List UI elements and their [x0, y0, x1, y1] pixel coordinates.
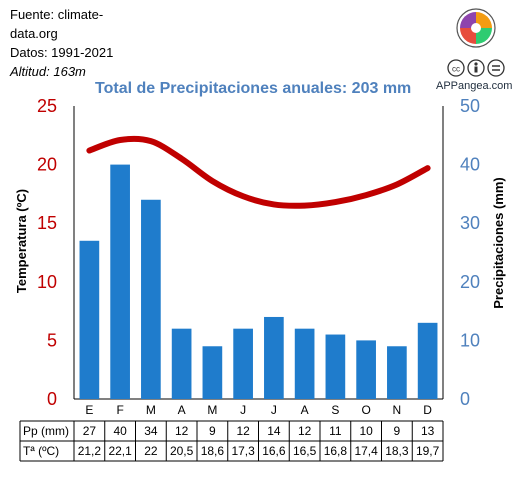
data-table: Pp (mm) 27 40 34 12 9 12 14 12 11 10 9 13 Tª (ºC) 21,2…: [19, 420, 444, 462]
precipitation-bar: [294, 328, 315, 399]
table-cell: 16,5: [293, 444, 317, 458]
month-label: F: [116, 403, 123, 417]
table-cell: 9: [209, 424, 216, 438]
precipitation-bar: [387, 346, 407, 399]
axes: [73, 106, 444, 400]
source-block: Fuente: climate- data.org Datos: 1991-20…: [10, 5, 113, 81]
table-row-label: Tª (ºC): [23, 444, 59, 458]
left-tick-label: 0: [47, 389, 57, 409]
table-cell: 14: [267, 424, 281, 438]
table-cell: 18,3: [385, 444, 409, 458]
altitude: Altitud: 163m: [10, 64, 86, 79]
source-line-2: data.org: [10, 26, 58, 41]
right-tick-label: 50: [460, 96, 480, 116]
month-label: E: [85, 403, 93, 417]
left-tick-label: 10: [37, 272, 57, 292]
month-label: J: [240, 403, 246, 417]
precipitation-bar: [264, 316, 284, 399]
table-cell: 13: [421, 424, 435, 438]
table-cell: 16,8: [324, 444, 348, 458]
data-period: Datos: 1991-2021: [10, 45, 114, 60]
table-cell: 22: [144, 444, 158, 458]
table-cell: 21,2: [78, 444, 102, 458]
precipitation-bar: [417, 322, 438, 399]
temperature-line: [86, 135, 431, 209]
table-cell: 34: [144, 424, 158, 438]
table-cell: 22,1: [108, 444, 132, 458]
month-label: A: [301, 403, 309, 417]
table-cell: 17,3: [231, 444, 255, 458]
creative-commons-icon: cc: [447, 59, 505, 77]
source-line-1: Fuente: climate-: [10, 7, 104, 22]
month-label: N: [393, 403, 402, 417]
month-label: J: [271, 403, 277, 417]
chart-title: Total de Precipitaciones anuales: 203 mm: [95, 80, 412, 97]
table-cell: 27: [83, 424, 97, 438]
y-axis-right-label: Precipitaciones (mm): [491, 177, 506, 309]
left-tick-label: 5: [47, 330, 57, 350]
right-axis-ticks: 0 10 20 30 40 50: [460, 96, 480, 409]
right-tick-label: 30: [460, 213, 480, 233]
table-cell: 10: [359, 424, 373, 438]
appangea-logo-icon: [456, 8, 496, 48]
precipitation-bar: [202, 346, 223, 399]
month-label: A: [178, 403, 186, 417]
right-tick-label: 40: [460, 155, 480, 175]
month-label: O: [361, 403, 370, 417]
brand-label: APPangea.com: [436, 80, 513, 92]
precipitation-bar: [79, 240, 100, 399]
svg-text:cc: cc: [452, 65, 460, 74]
precipitation-bar: [171, 328, 192, 399]
left-tick-label: 25: [37, 96, 57, 116]
table-cell: 20,5: [170, 444, 194, 458]
precipitation-bar: [141, 199, 161, 399]
precipitation-bar: [233, 328, 253, 399]
month-label: S: [331, 403, 339, 417]
right-tick-label: 20: [460, 272, 480, 292]
right-tick-label: 10: [460, 330, 480, 350]
table-cell: 40: [113, 424, 127, 438]
precipitation-bar: [110, 164, 130, 399]
table-cell: 18,6: [201, 444, 225, 458]
precipitation-bars: [79, 164, 438, 399]
table-cell: 11: [329, 424, 342, 438]
precipitation-bar: [356, 340, 376, 399]
table-cell: 9: [394, 424, 401, 438]
table-cell: 12: [175, 424, 189, 438]
precipitation-bar: [325, 334, 346, 399]
table-cell: 12: [298, 424, 312, 438]
month-label: D: [423, 403, 432, 417]
y-axis-left-label: Temperatura (ºC): [14, 189, 29, 293]
left-tick-label: 20: [37, 155, 57, 175]
right-tick-label: 0: [460, 389, 470, 409]
month-label: M: [207, 403, 217, 417]
table-row-label: Pp (mm): [23, 424, 69, 438]
left-tick-label: 15: [37, 213, 57, 233]
month-label: M: [146, 403, 156, 417]
left-axis-ticks: 0 5 10 15 20 25: [37, 96, 57, 409]
table-cell: 16,6: [262, 444, 286, 458]
table-cell: 19,7: [416, 444, 440, 458]
table-cell: 17,4: [354, 444, 378, 458]
table-cell: 12: [236, 424, 250, 438]
